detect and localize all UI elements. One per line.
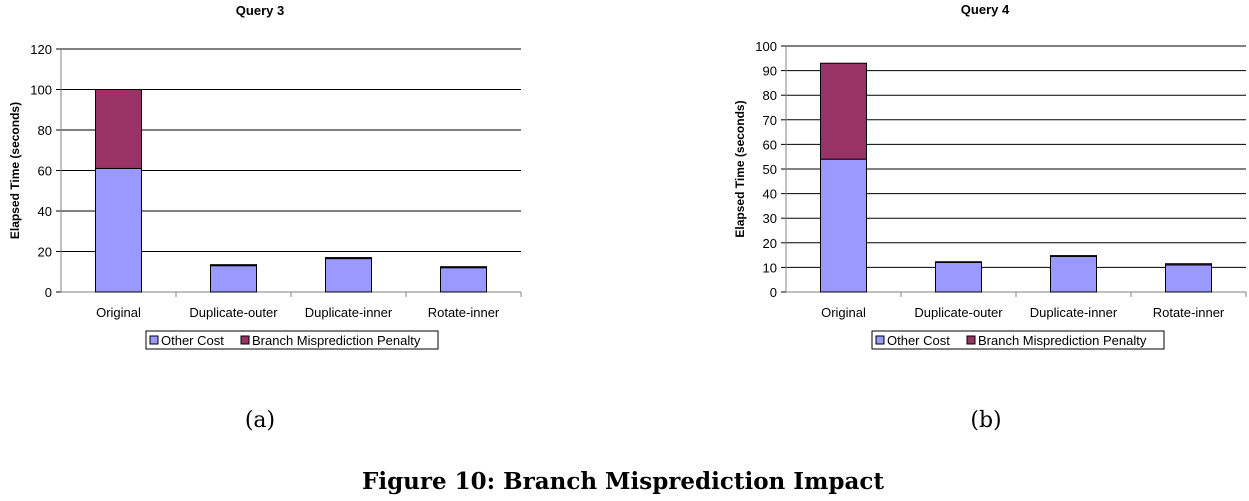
y-tick-label: 60 xyxy=(38,164,52,179)
x-tick-label: Duplicate-outer xyxy=(914,305,1003,320)
bar-branch-penalty xyxy=(210,264,257,267)
chart-title: Query 3 xyxy=(236,3,284,18)
y-tick-label: 60 xyxy=(763,137,777,152)
subcaption: (a) xyxy=(245,408,275,433)
chart-1: Query 3 0 20 40 60 80 100 120 Elapsed Time (seco… xyxy=(8,3,522,433)
bar-other-cost xyxy=(935,261,982,293)
y-tick-label: 0 xyxy=(45,285,52,300)
y-tick-label: 20 xyxy=(763,236,777,251)
y-tick-label: 100 xyxy=(755,39,777,54)
bar-other-cost xyxy=(325,258,372,293)
y-tick-label: 100 xyxy=(30,83,52,98)
legend-label: Other Cost xyxy=(887,333,950,348)
bar-other-cost xyxy=(95,167,142,293)
x-tick-label: Rotate-inner xyxy=(428,305,500,320)
legend-label: Branch Misprediction Penalty xyxy=(978,333,1147,348)
bar-branch-penalty xyxy=(325,257,372,260)
y-tick-label: 40 xyxy=(763,187,777,202)
subcaption: (b) xyxy=(970,408,1001,433)
legend-box xyxy=(145,330,439,350)
y-tick-label: 10 xyxy=(763,260,777,275)
x-tick-label: Duplicate-outer xyxy=(189,305,278,320)
legend-swatch xyxy=(149,335,159,345)
y-tick-label: 90 xyxy=(763,64,777,79)
legend: Other Cost Branch Misprediction Penalty xyxy=(871,330,1165,350)
chart-2: Query 4 0 10 20 30 40 50 60 70 80 90 100 Elapsed Tim… xyxy=(733,2,1247,433)
y-tick-label: 0 xyxy=(770,285,777,300)
legend-swatch xyxy=(240,335,250,345)
bar-other-cost xyxy=(820,158,867,293)
legend-label: Branch Misprediction Penalty xyxy=(252,333,421,348)
chart-title: Query 4 xyxy=(961,2,1010,17)
x-tick-label: Duplicate-inner xyxy=(1030,305,1118,320)
bar-other-cost xyxy=(1050,255,1097,293)
legend-swatch xyxy=(966,335,976,345)
bar-branch-penalty xyxy=(1165,263,1212,266)
y-tick-label: 80 xyxy=(763,88,777,103)
legend-swatch xyxy=(875,335,885,345)
x-tick-label: Original xyxy=(821,305,866,320)
x-tick-label: Original xyxy=(96,305,141,320)
y-tick-label: 20 xyxy=(38,245,52,260)
y-tick-label: 120 xyxy=(30,42,52,57)
bar-other-cost xyxy=(1165,264,1212,293)
bar-branch-penalty xyxy=(1050,255,1097,257)
bar-branch-penalty xyxy=(95,89,142,169)
legend-box xyxy=(871,330,1165,350)
y-tick-label: 70 xyxy=(763,113,777,128)
x-tick-label: Rotate-inner xyxy=(1153,305,1225,320)
legend: Other Cost Branch Misprediction Penalty xyxy=(145,330,439,350)
y-tick-label: 50 xyxy=(763,162,777,177)
y-axis-label: Elapsed Time (seconds) xyxy=(8,102,22,239)
bar-branch-penalty xyxy=(935,261,982,263)
y-tick-label: 30 xyxy=(763,211,777,226)
y-tick-label: 80 xyxy=(38,123,52,138)
bar-branch-penalty xyxy=(820,62,867,160)
bar-branch-penalty xyxy=(440,266,487,269)
legend-label: Other Cost xyxy=(161,333,224,348)
y-axis-label: Elapsed Time (seconds) xyxy=(733,100,747,237)
y-tick-label: 40 xyxy=(38,204,52,219)
figure-caption: Figure 10: Branch Misprediction Impact xyxy=(362,468,884,495)
bar-other-cost xyxy=(440,267,487,293)
x-tick-label: Duplicate-inner xyxy=(305,305,393,320)
bar-other-cost xyxy=(210,265,257,293)
